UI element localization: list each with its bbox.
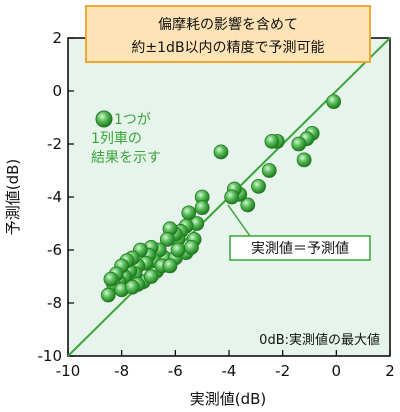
data-point — [296, 152, 312, 168]
data-point — [170, 242, 186, 258]
x-axis-title: 実測値(dB) — [190, 390, 267, 408]
data-point — [261, 163, 277, 178]
y-tick-label: -8 — [47, 294, 62, 312]
data-point — [162, 258, 178, 274]
y-tick-label: -6 — [47, 241, 62, 259]
legend-text-2: 1列車の — [91, 130, 142, 147]
x-tick-label: -6 — [168, 362, 183, 380]
line-label: 実測値＝予測値 — [251, 241, 349, 257]
data-point — [103, 271, 119, 287]
x-tick-label: 2 — [385, 362, 395, 380]
data-point — [143, 269, 159, 284]
data-point — [251, 178, 266, 194]
legend-marker — [95, 110, 113, 128]
data-point — [124, 279, 140, 295]
data-point — [184, 239, 199, 255]
axes: -10 -8 -6 -4 -2 0 2 -10 -8 -6 -4 -2 0 2 — [38, 29, 395, 380]
y-axis-title: 予測値(dB) — [4, 159, 22, 236]
y-tick-label: -2 — [47, 135, 62, 153]
x-tick-label: -2 — [275, 362, 290, 380]
data-point — [291, 136, 307, 152]
y-tick-label: 2 — [52, 29, 62, 47]
line-label-pointer — [227, 204, 251, 237]
y-tick-label: -4 — [47, 188, 62, 206]
line-label-box — [229, 235, 371, 261]
x-tick-label: -4 — [222, 362, 237, 380]
title-box — [85, 5, 371, 63]
x-tick-label: 0 — [332, 362, 342, 380]
data-point — [264, 133, 280, 149]
data-point — [181, 205, 197, 221]
data-points — [100, 94, 342, 303]
data-point — [100, 287, 116, 303]
legend-text-1: 1つが — [114, 112, 151, 128]
legend-text-3: 結果を示す — [91, 150, 161, 166]
y-tick-label: -10 — [38, 347, 63, 365]
data-point — [194, 200, 210, 216]
title-line-1: 偏摩耗の影響を含めて — [158, 16, 298, 33]
data-point — [326, 94, 342, 109]
title-line-2: 約±1dB以内の精度で予測可能 — [131, 40, 324, 56]
footnote: 0dB:実測値の最大値 — [259, 332, 380, 348]
x-tick-label: -8 — [114, 362, 129, 380]
x-tick-label: -10 — [56, 362, 81, 380]
data-point — [224, 189, 240, 205]
data-point — [240, 197, 256, 213]
data-point — [159, 231, 175, 247]
y-tick-label: 0 — [52, 82, 62, 100]
data-point — [213, 144, 229, 160]
